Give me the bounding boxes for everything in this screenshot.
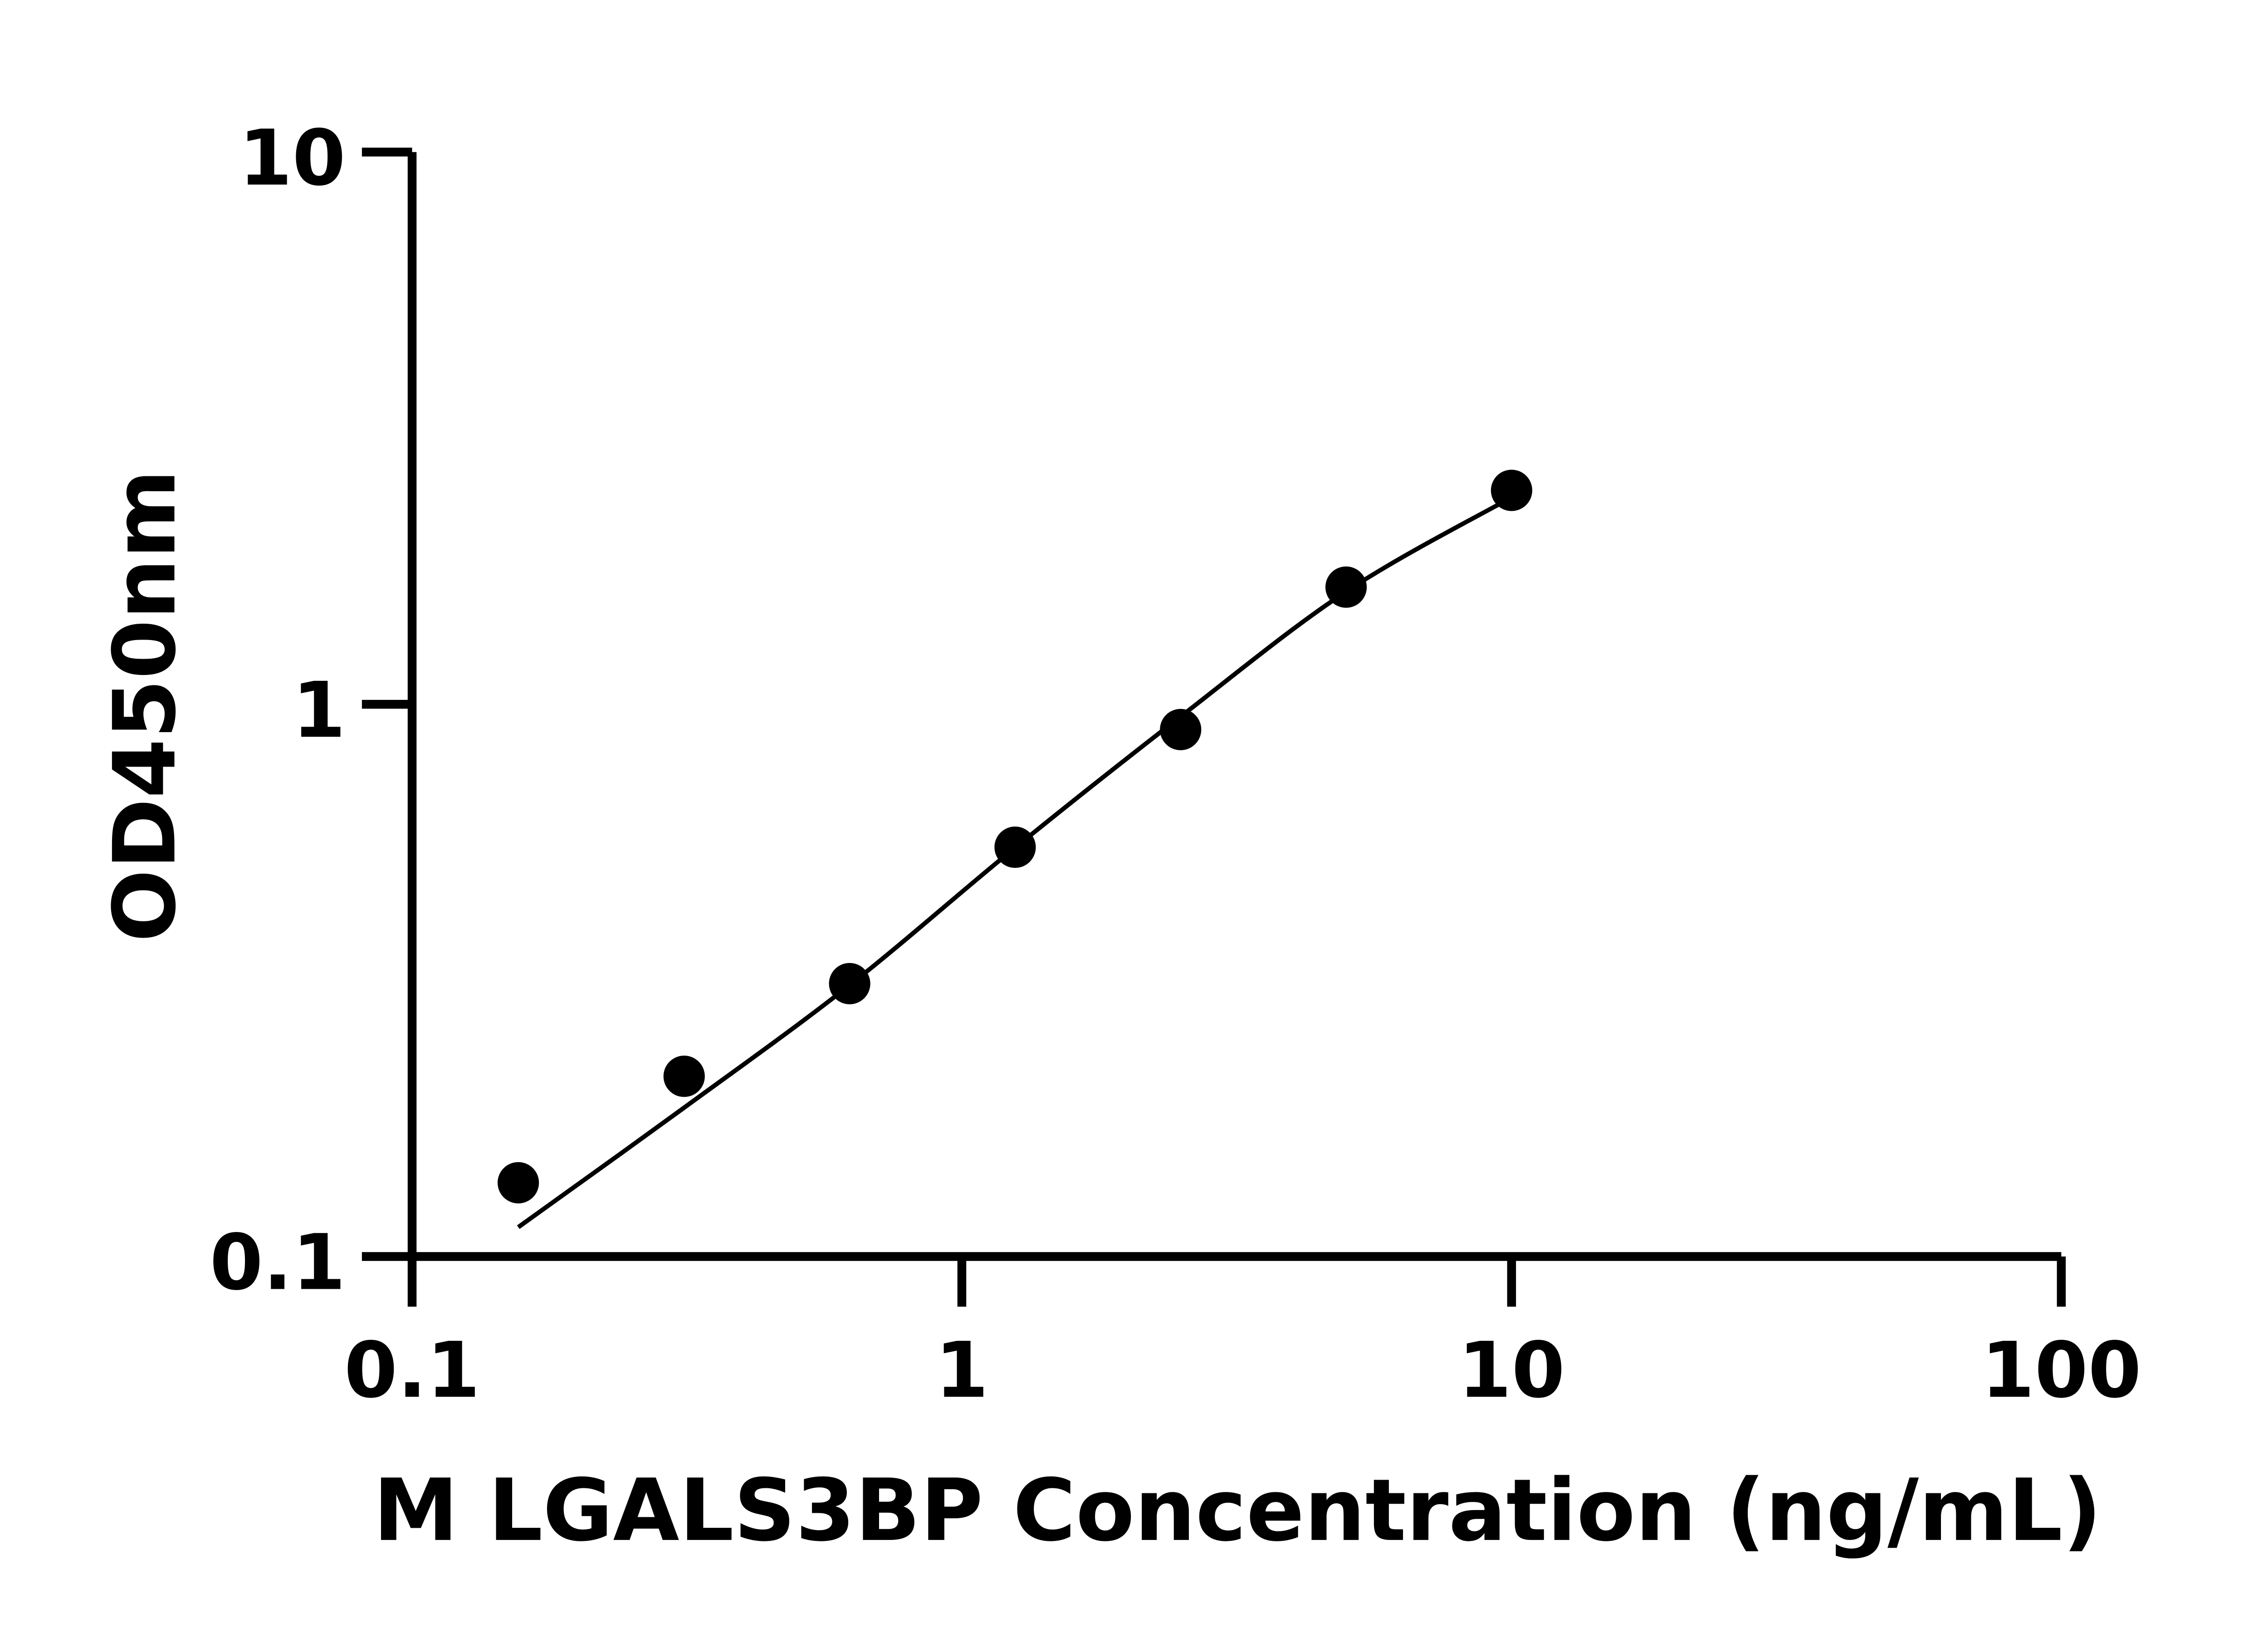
data-point	[498, 1162, 539, 1203]
y-tick-label: 0.1	[210, 1218, 346, 1307]
x-tick-label: 10	[1458, 1325, 1565, 1415]
data-point	[1491, 469, 1532, 511]
x-tick-label: 1	[935, 1325, 989, 1415]
x-tick-label: 0.1	[344, 1325, 480, 1415]
points-layer	[498, 469, 1532, 1203]
data-point	[1160, 709, 1202, 750]
data-point	[829, 963, 870, 1004]
data-point	[994, 826, 1036, 868]
axes: 0.1 1 10 0.1 1 10 100	[210, 113, 2141, 1415]
y-axis-label: OD450nm	[95, 469, 195, 942]
y-tick-label: 1	[292, 665, 346, 755]
data-point	[1325, 566, 1367, 608]
y-tick-label: 10	[239, 113, 346, 203]
x-axis-label: M LGALS3BP Concentration (ng/mL)	[373, 1461, 2102, 1560]
data-point	[663, 1056, 705, 1097]
x-tick-label: 100	[1981, 1325, 2141, 1415]
